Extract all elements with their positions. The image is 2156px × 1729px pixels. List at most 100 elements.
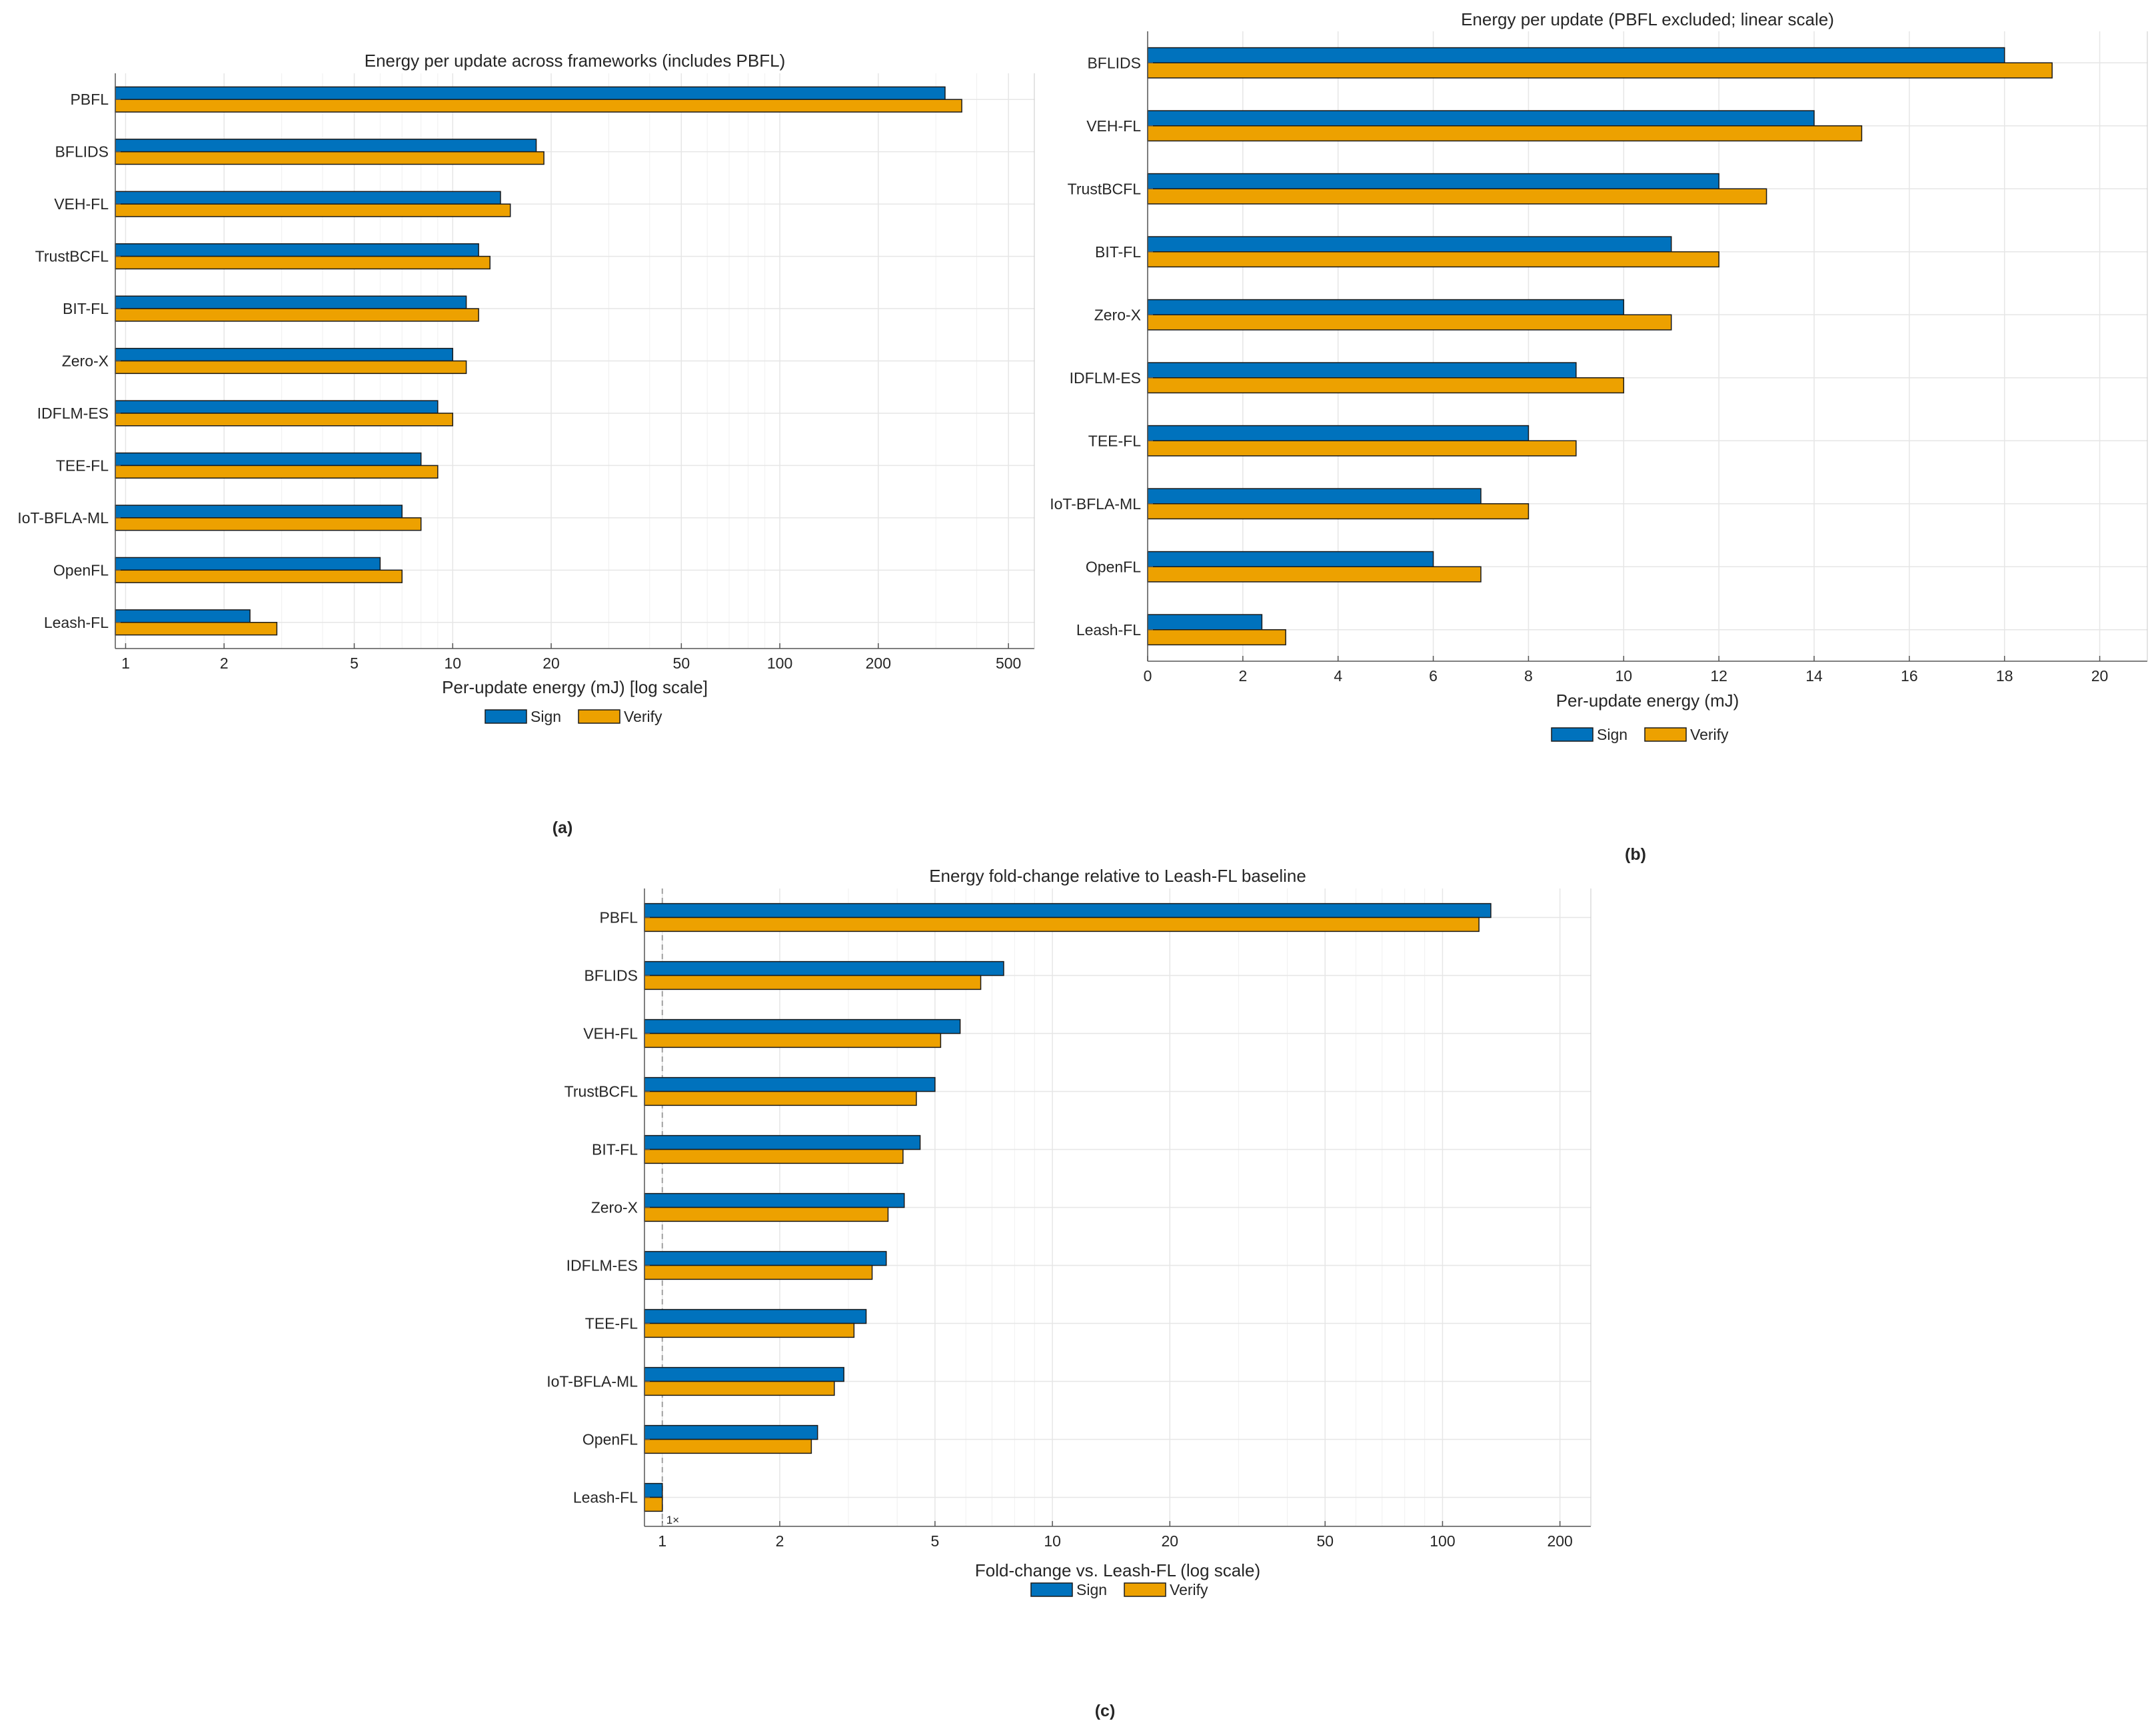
chart-b-energy-per-update-linear: 0 2 4 6 8 10 12 14 16 18 20 BFLIDS VEH-FL TrustBCFL BI… xyxy=(1050,9,2148,864)
bar-verify-openfl xyxy=(644,1438,812,1454)
bar-verify-tee-fl xyxy=(1147,440,1577,457)
bar-sign-iot-bfla-ml xyxy=(644,1366,844,1382)
bar-sign-bflids xyxy=(644,960,1004,976)
panel-label: (a) xyxy=(552,819,573,837)
bar-verify-veh-fl xyxy=(644,1032,942,1048)
x-tick-label: 100 xyxy=(1430,1532,1455,1550)
x-tick-label: 12 xyxy=(1710,667,1727,685)
bar-verify-tee-fl xyxy=(644,1322,855,1338)
legend-label-sign: Sign xyxy=(1076,1581,1107,1598)
bar-sign-leash-fl xyxy=(644,1482,663,1498)
bar-verify-bflids xyxy=(1147,62,2053,79)
x-tick-label: 10 xyxy=(1615,667,1632,685)
bar-verify-openfl xyxy=(1147,566,1482,583)
bar-sign-openfl xyxy=(644,1424,818,1440)
bar-verify-bit-fl xyxy=(115,308,479,322)
x-tick-label: 20 xyxy=(1162,1532,1179,1550)
chart-title: Energy per update (PBFL excluded; linear… xyxy=(1461,9,1834,29)
bar-sign-zero-x xyxy=(115,347,454,362)
y-tick-label: TEE-FL xyxy=(585,1315,638,1332)
y-tick-label: BFLIDS xyxy=(584,967,638,984)
x-tick-label: 10 xyxy=(444,655,461,672)
legend-label-verify: Verify xyxy=(1170,1581,1208,1598)
y-tick-label: OpenFL xyxy=(1086,558,1141,575)
x-tick-label: 200 xyxy=(1547,1532,1572,1550)
legend: Sign Verify xyxy=(1030,1581,1208,1598)
bar-verify-bflids xyxy=(644,974,982,990)
legend-label-sign: Sign xyxy=(1597,726,1627,743)
x-tick-label: 50 xyxy=(673,655,690,672)
legend-swatch-verify xyxy=(1644,727,1687,742)
x-tick-label: 18 xyxy=(1996,667,2013,685)
bar-sign-bit-fl xyxy=(644,1134,921,1150)
bar-sign-veh-fl xyxy=(115,191,501,205)
legend-label-verify: Verify xyxy=(1690,726,1729,743)
bar-verify-veh-fl xyxy=(1147,125,1863,142)
bar-sign-pbfl xyxy=(115,86,946,100)
y-tick-label: OpenFL xyxy=(582,1431,638,1448)
x-tick-label: 10 xyxy=(1044,1532,1061,1550)
bar-sign-veh-fl xyxy=(644,1018,961,1034)
bar-verify-leash-fl xyxy=(115,622,278,636)
bar-sign-iot-bfla-ml xyxy=(115,505,403,519)
x-tick-label: 6 xyxy=(1429,667,1438,685)
legend-swatch-verify xyxy=(578,709,620,724)
bar-verify-idflm-es xyxy=(115,413,454,427)
bar-sign-openfl xyxy=(115,557,381,571)
x-axis-label: Fold-change vs. Leash-FL (log scale) xyxy=(975,1560,1260,1580)
y-tick-label: IDFLM-ES xyxy=(37,405,109,422)
x-axis-label: Per-update energy (mJ) [log scale] xyxy=(442,677,708,697)
legend: Sign Verify xyxy=(1551,726,1729,743)
bar-sign-tee-fl xyxy=(1147,425,1530,442)
baseline-annotation: 1× xyxy=(666,1514,679,1526)
y-tick-label: TrustBCFL xyxy=(564,1083,638,1100)
y-tick-label: TrustBCFL xyxy=(1068,180,1142,197)
y-tick-label: Zero-X xyxy=(62,353,109,370)
bar-sign-tee-fl xyxy=(115,452,422,467)
x-tick-label: 1 xyxy=(121,655,130,672)
bar-verify-openfl xyxy=(115,569,403,583)
bar-verify-zero-x xyxy=(644,1206,889,1222)
bar-verify-pbfl xyxy=(644,916,1480,932)
legend-swatch-sign xyxy=(1551,727,1594,742)
bar-sign-leash-fl xyxy=(115,609,251,623)
y-tick-label: IoT-BFLA-ML xyxy=(17,509,109,527)
bar-verify-bflids xyxy=(115,151,544,165)
x-tick-label: 2 xyxy=(776,1532,784,1550)
bar-sign-bit-fl xyxy=(115,295,467,309)
x-tick-label: 50 xyxy=(1316,1532,1334,1550)
bar-sign-bit-fl xyxy=(1147,236,1672,253)
panel-label: (b) xyxy=(1625,845,1646,864)
bar-sign-tee-fl xyxy=(644,1308,867,1324)
y-tick-label: OpenFL xyxy=(53,561,109,579)
y-tick-label: IDFLM-ES xyxy=(1070,369,1141,387)
y-tick-label: BIT-FL xyxy=(63,300,109,317)
bar-sign-trustbcfl xyxy=(1147,173,1719,190)
y-tick-label: TEE-FL xyxy=(56,457,109,474)
y-tick-label: IDFLM-ES xyxy=(566,1257,638,1274)
bar-sign-openfl xyxy=(1147,551,1434,568)
x-tick-label: 2 xyxy=(1238,667,1247,685)
legend-swatch-verify xyxy=(1124,1582,1166,1597)
bar-sign-pbfl xyxy=(644,902,1492,918)
x-tick-label: 14 xyxy=(1805,667,1823,685)
y-tick-label: PBFL xyxy=(70,91,109,108)
x-tick-label: 500 xyxy=(996,655,1021,672)
bar-verify-iot-bfla-ml xyxy=(1147,503,1530,520)
x-tick-label: 4 xyxy=(1334,667,1342,685)
bar-verify-leash-fl xyxy=(1147,629,1286,646)
y-tick-label: BFLIDS xyxy=(55,143,109,161)
y-tick-label: BIT-FL xyxy=(1095,243,1141,261)
x-tick-label: 100 xyxy=(767,655,792,672)
bar-verify-bit-fl xyxy=(1147,251,1719,268)
y-tick-label: TrustBCFL xyxy=(35,248,109,265)
bar-verify-trustbcfl xyxy=(644,1090,917,1106)
x-tick-label: 5 xyxy=(931,1532,940,1550)
bar-verify-idflm-es xyxy=(644,1264,873,1280)
bar-verify-idflm-es xyxy=(1147,377,1625,394)
bar-verify-trustbcfl xyxy=(1147,188,1767,205)
y-tick-label: IoT-BFLA-ML xyxy=(546,1373,638,1390)
panel-label: (c) xyxy=(1095,1702,1116,1720)
bar-verify-zero-x xyxy=(1147,314,1672,331)
